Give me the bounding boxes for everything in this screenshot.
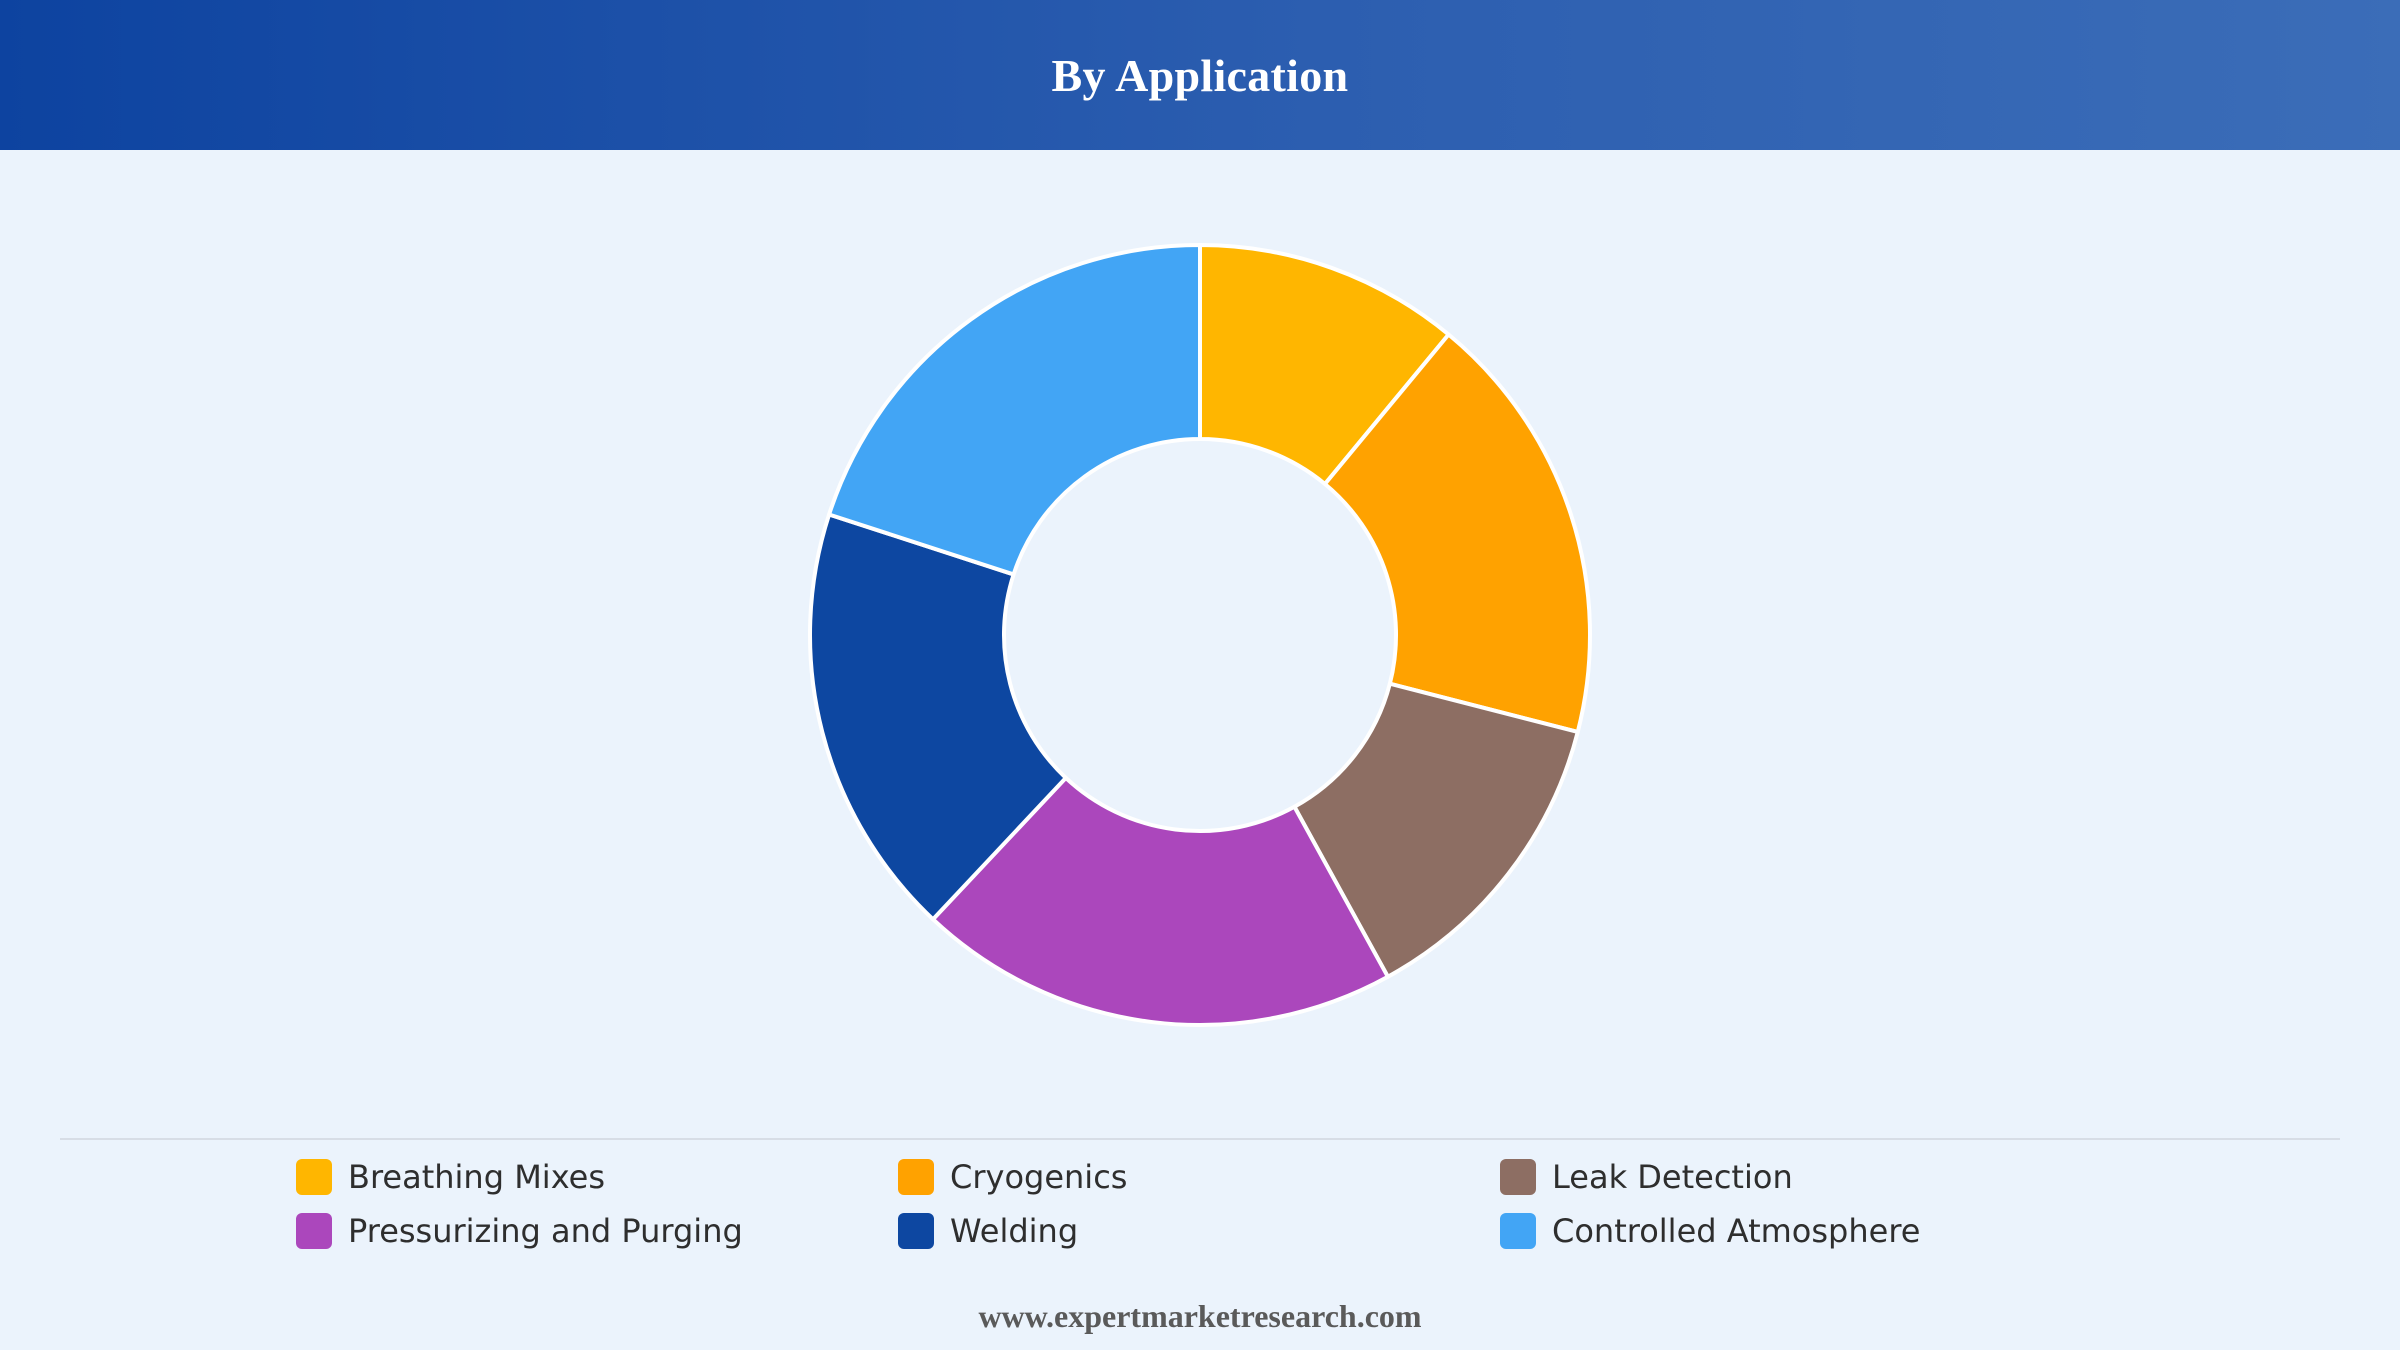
legend-label: Leak Detection <box>1552 1158 1793 1196</box>
legend-item-cryogenics[interactable]: Cryogenics <box>898 1152 1127 1202</box>
donut-slice-welding[interactable] <box>808 512 1068 922</box>
legend-swatch <box>1500 1159 1536 1195</box>
chart-title: By Application <box>1051 49 1349 101</box>
legend-item-pressurizing-and-purging[interactable]: Pressurizing and Purging <box>296 1206 743 1256</box>
legend-divider <box>60 1138 2340 1140</box>
legend-label: Cryogenics <box>950 1158 1128 1196</box>
donut-slice-cryogenics[interactable] <box>1322 332 1593 734</box>
donut-slice-controlled-atmosphere[interactable] <box>827 243 1202 577</box>
donut-chart <box>808 243 1593 1027</box>
legend-swatch <box>296 1159 332 1195</box>
legend-label: Breathing Mixes <box>348 1158 605 1196</box>
legend-item-welding[interactable]: Welding <box>898 1206 1078 1256</box>
source-footer: www.expertmarketresearch.com <box>978 1298 1422 1334</box>
header-banner: By Application <box>0 0 2400 150</box>
legend-item-leak-detection[interactable]: Leak Detection <box>1500 1152 1793 1202</box>
legend-item-breathing-mixes[interactable]: Breathing Mixes <box>296 1152 605 1202</box>
legend-item-controlled-atmosphere[interactable]: Controlled Atmosphere <box>1500 1206 1920 1256</box>
donut-slice-breathing-mixes[interactable] <box>1198 243 1451 486</box>
legend-swatch <box>296 1213 332 1249</box>
legend-swatch <box>1500 1213 1536 1249</box>
legend-label: Welding <box>950 1212 1079 1250</box>
legend-swatch <box>898 1159 934 1195</box>
legend-label: Controlled Atmosphere <box>1552 1212 1921 1250</box>
legend-label: Pressurizing and Purging <box>348 1212 743 1250</box>
donut-chart-area <box>0 150 2400 1130</box>
donut-slice-pressurizing-and-purging[interactable] <box>931 775 1390 1027</box>
legend-swatch <box>898 1213 934 1249</box>
donut-slice-leak-detection[interactable] <box>1292 681 1580 979</box>
